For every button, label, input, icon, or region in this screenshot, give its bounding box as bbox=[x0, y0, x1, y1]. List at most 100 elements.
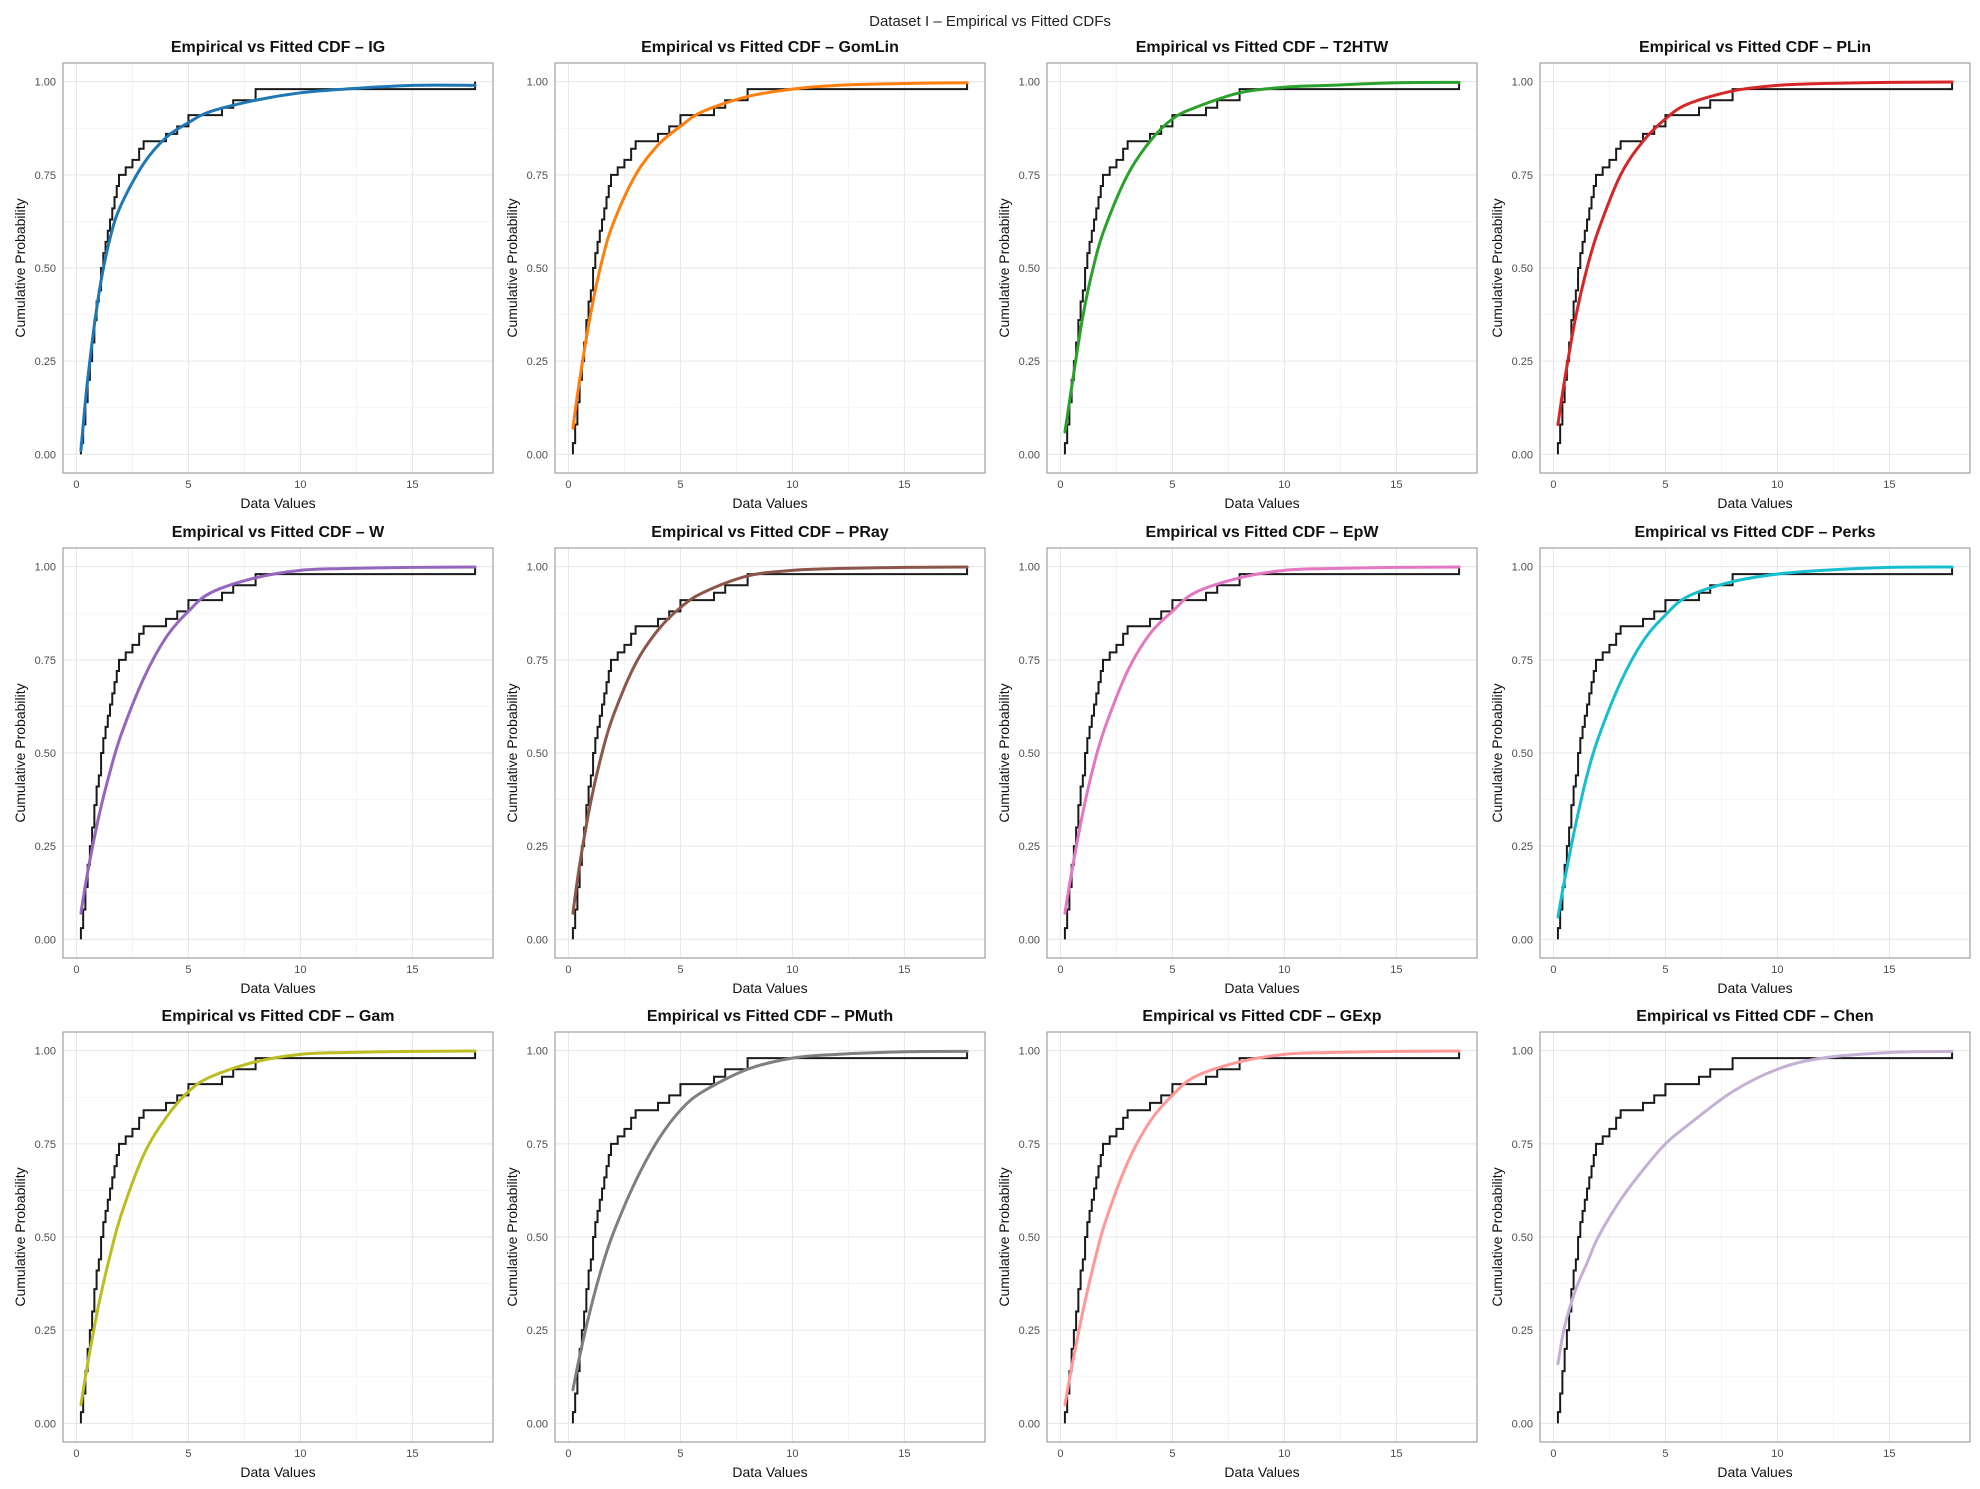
y-tick-label: 0.25 bbox=[1512, 841, 1533, 853]
y-tick-label: 0.00 bbox=[35, 934, 56, 946]
y-tick-label: 0.25 bbox=[1512, 356, 1533, 368]
x-tick-label: 15 bbox=[1390, 964, 1402, 976]
x-tick-label: 15 bbox=[1883, 964, 1895, 976]
x-tick-label: 15 bbox=[1883, 1448, 1895, 1460]
x-axis-label: Data Values bbox=[240, 980, 315, 996]
panel-title: Empirical vs Fitted CDF – PMuth bbox=[647, 1008, 893, 1025]
x-tick-label: 0 bbox=[73, 964, 79, 976]
fitted-cdf-line bbox=[1063, 565, 1461, 915]
fitted-cdf-line bbox=[1556, 565, 1954, 919]
y-axis-label: Cumulative Probability bbox=[1489, 1167, 1505, 1306]
y-tick-label: 1.00 bbox=[527, 1046, 548, 1058]
x-tick-label: 5 bbox=[1169, 964, 1175, 976]
y-tick-label: 0.25 bbox=[35, 356, 56, 368]
chart-panel: Empirical vs Fitted CDF – PRay 0 5 10 15 0.00… bbox=[504, 524, 986, 996]
x-tick-label: 15 bbox=[406, 1448, 418, 1460]
y-tick-label: 0.00 bbox=[1019, 934, 1040, 946]
y-tick-label: 1.00 bbox=[35, 562, 56, 574]
y-tick-label: 0.75 bbox=[1019, 1139, 1040, 1151]
chart-panel: Empirical vs Fitted CDF – IG 0 5 10 15 0.00 0.… bbox=[12, 39, 494, 511]
y-axis-label: Cumulative Probability bbox=[12, 683, 28, 822]
x-tick-label: 10 bbox=[1278, 964, 1290, 976]
y-axis-label: Cumulative Probability bbox=[996, 683, 1012, 822]
x-tick-label: 10 bbox=[1771, 1448, 1783, 1460]
y-tick-label: 1.00 bbox=[35, 77, 56, 89]
y-tick-label: 0.75 bbox=[527, 655, 548, 667]
y-axis-label: Cumulative Probability bbox=[996, 1167, 1012, 1306]
y-axis-label: Cumulative Probability bbox=[12, 198, 28, 337]
x-tick-label: 15 bbox=[898, 964, 910, 976]
y-tick-label: 0.75 bbox=[1019, 655, 1040, 667]
x-tick-label: 10 bbox=[1771, 479, 1783, 491]
empirical-cdf-line bbox=[1063, 1050, 1461, 1424]
panel-title: Empirical vs Fitted CDF – PLin bbox=[1639, 39, 1871, 56]
y-tick-label: 0.75 bbox=[35, 1139, 56, 1151]
x-tick-label: 0 bbox=[1550, 1448, 1556, 1460]
fitted-cdf-line bbox=[571, 1049, 969, 1392]
y-tick-label: 0.50 bbox=[1512, 748, 1533, 760]
x-tick-label: 10 bbox=[786, 1448, 798, 1460]
y-tick-label: 0.75 bbox=[527, 170, 548, 182]
x-tick-label: 10 bbox=[1278, 479, 1290, 491]
x-tick-label: 0 bbox=[1057, 1448, 1063, 1460]
y-tick-label: 0.25 bbox=[1019, 356, 1040, 368]
x-tick-label: 5 bbox=[1662, 1448, 1668, 1460]
fitted-cdf-line bbox=[571, 81, 969, 430]
x-tick-label: 5 bbox=[677, 1448, 683, 1460]
panel-border bbox=[1539, 547, 1971, 959]
panel-border bbox=[1046, 547, 1478, 959]
y-tick-label: 1.00 bbox=[1512, 1046, 1533, 1058]
x-tick-label: 15 bbox=[1883, 479, 1895, 491]
x-tick-label: 10 bbox=[294, 1448, 306, 1460]
y-axis-label: Cumulative Probability bbox=[1489, 683, 1505, 822]
x-tick-label: 10 bbox=[1771, 964, 1783, 976]
y-tick-label: 0.75 bbox=[1512, 170, 1533, 182]
empirical-cdf-line bbox=[1556, 1050, 1954, 1424]
y-tick-label: 0.50 bbox=[527, 1232, 548, 1244]
y-axis-label: Cumulative Probability bbox=[1489, 198, 1505, 337]
x-tick-label: 10 bbox=[294, 479, 306, 491]
y-axis-label: Cumulative Probability bbox=[504, 1167, 520, 1306]
x-tick-label: 10 bbox=[1278, 1448, 1290, 1460]
fitted-cdf-line bbox=[79, 1049, 477, 1407]
x-axis-label: Data Values bbox=[1224, 1464, 1299, 1480]
y-tick-label: 0.50 bbox=[35, 263, 56, 275]
y-tick-label: 0.00 bbox=[527, 934, 548, 946]
x-tick-label: 15 bbox=[406, 964, 418, 976]
fitted-cdf-line bbox=[79, 565, 477, 915]
y-axis-label: Cumulative Probability bbox=[12, 1167, 28, 1306]
y-tick-label: 0.75 bbox=[35, 170, 56, 182]
chart-panel: Empirical vs Fitted CDF – GExp 0 5 10 15 0.00… bbox=[996, 1008, 1478, 1480]
x-tick-label: 10 bbox=[786, 964, 798, 976]
y-tick-label: 0.25 bbox=[35, 1325, 56, 1337]
y-tick-label: 0.00 bbox=[527, 449, 548, 461]
chart-panel: Empirical vs Fitted CDF – GomLin 0 5 10 15 0.… bbox=[504, 39, 986, 511]
x-axis-label: Data Values bbox=[240, 495, 315, 511]
x-axis-label: Data Values bbox=[1717, 1464, 1792, 1480]
chart-panel: Empirical vs Fitted CDF – T2HTW 0 5 10 15 0.0… bbox=[996, 39, 1478, 511]
chart-panel: Empirical vs Fitted CDF – Gam 0 5 10 15 0.00 0… bbox=[12, 1008, 494, 1480]
empirical-cdf-line bbox=[79, 566, 477, 940]
chart-panel: Empirical vs Fitted CDF – W 0 5 10 15 0.00 0.2… bbox=[12, 524, 494, 996]
x-tick-label: 15 bbox=[898, 1448, 910, 1460]
y-tick-label: 0.75 bbox=[35, 655, 56, 667]
y-tick-label: 0.00 bbox=[35, 1418, 56, 1430]
x-tick-label: 5 bbox=[677, 964, 683, 976]
y-tick-label: 0.50 bbox=[1512, 1232, 1533, 1244]
y-tick-label: 0.25 bbox=[35, 841, 56, 853]
panel-border bbox=[1046, 62, 1478, 474]
x-tick-label: 5 bbox=[1169, 479, 1175, 491]
y-tick-label: 1.00 bbox=[1512, 77, 1533, 89]
panel-title: Empirical vs Fitted CDF – Chen bbox=[1636, 1008, 1873, 1025]
x-axis-label: Data Values bbox=[1717, 495, 1792, 511]
y-tick-label: 1.00 bbox=[1019, 77, 1040, 89]
y-tick-label: 0.25 bbox=[1512, 1325, 1533, 1337]
y-tick-label: 0.00 bbox=[1019, 1418, 1040, 1430]
y-tick-label: 0.50 bbox=[527, 748, 548, 760]
panel-title: Empirical vs Fitted CDF – Gam bbox=[162, 1008, 395, 1025]
panel-title: Empirical vs Fitted CDF – Perks bbox=[1635, 524, 1876, 541]
empirical-cdf-line bbox=[79, 1050, 477, 1424]
y-tick-label: 0.00 bbox=[1512, 1418, 1533, 1430]
x-axis-label: Data Values bbox=[732, 495, 807, 511]
